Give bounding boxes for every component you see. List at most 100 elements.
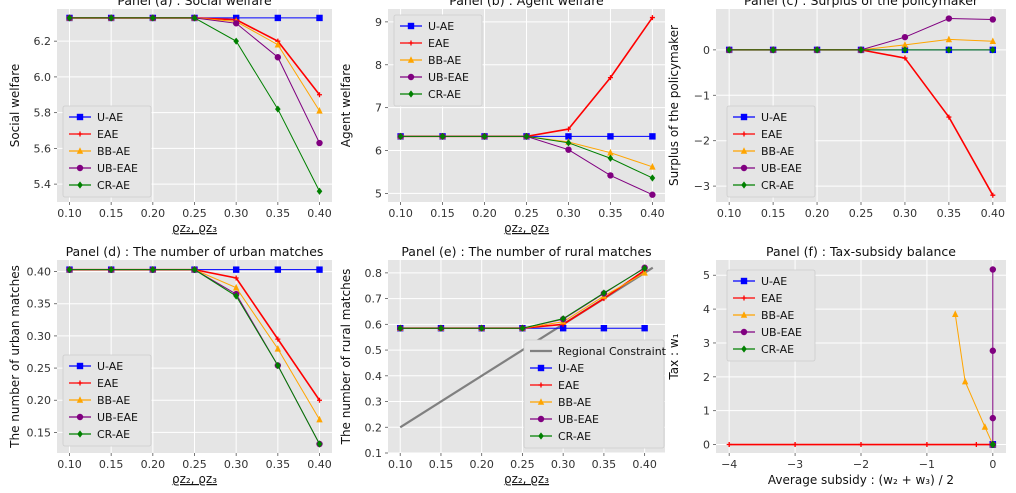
y-tick-label: 4	[703, 303, 710, 316]
legend-label: U-AE	[428, 20, 454, 33]
x-tick-label: 0.10	[388, 458, 413, 471]
y-tick-label: 0.4	[365, 370, 383, 383]
data-point-u-ae	[274, 14, 282, 22]
legend-box	[726, 269, 816, 362]
x-tick-label: 0	[989, 458, 996, 471]
legend-marker-ub-eae	[76, 413, 84, 421]
data-point-eae	[924, 442, 930, 448]
legend-label: EAE	[558, 379, 579, 392]
legend-label: BB-AE	[761, 309, 794, 322]
data-point-cr-ae	[641, 264, 648, 272]
legend-label: U-AE	[97, 360, 123, 373]
y-tick-label: 3	[703, 337, 710, 350]
legend-marker-ub-eae	[740, 328, 748, 336]
legend-marker-bb-ae	[76, 147, 84, 154]
x-tick-label: 0.20	[805, 207, 830, 220]
data-point-bb-ae	[901, 41, 909, 48]
legend: Regional Constraint U-AE EAE BB-AE UB-EAE CR-…	[523, 339, 667, 449]
data-point-ub-eae	[565, 146, 572, 153]
y-tick-label: 0.2	[365, 421, 383, 434]
y-tick-label: −3	[694, 180, 710, 193]
y-axis-label: Social welfare	[8, 64, 22, 148]
legend: U-AE EAE BB-AE UB-EAE CR-AE	[726, 105, 816, 198]
legend-label: BB-AE	[97, 394, 130, 407]
data-point-cr-ae	[191, 14, 198, 22]
legend-marker-cr-ae	[77, 430, 83, 438]
legend-label: CR-AE	[97, 179, 130, 192]
panel-6: −4 −3 −2 −1 0 0 1 2 3 4 5 Panel (f) : Tax-subsidy b…	[667, 244, 1006, 487]
data-point-cr-ae	[397, 324, 404, 332]
data-point-cr-ae	[481, 132, 488, 140]
x-tick-label: 0.10	[57, 458, 82, 471]
x-tick-label: 0.20	[141, 207, 166, 220]
legend-marker-cr-ae	[77, 181, 83, 189]
legend-label: Regional Constraint	[558, 345, 667, 358]
data-point-u-ae	[565, 133, 572, 140]
series-line-bb-ae	[954, 314, 994, 445]
data-point-u-ae	[649, 133, 656, 140]
x-tick-label: 0.20	[472, 207, 497, 220]
data-point-ub-eae	[989, 16, 997, 23]
series-group	[397, 15, 656, 198]
x-tick-label: 0.15	[429, 458, 454, 471]
legend-marker-bb-ae	[76, 396, 84, 403]
x-tick-label: 0.35	[598, 207, 623, 220]
data-point-eae	[902, 55, 908, 61]
legend-label: EAE	[428, 37, 449, 50]
data-point-eae	[990, 192, 996, 198]
x-tick-label: 0.15	[761, 207, 786, 220]
legend-marker-eae	[741, 295, 747, 301]
y-tick-label: −1	[694, 89, 710, 102]
x-tick-label: 0.30	[551, 458, 576, 471]
legend-label: UB-EAE	[558, 413, 599, 426]
data-point-ub-eae	[945, 15, 953, 22]
data-point-cr-ae	[191, 266, 198, 274]
data-point-eae	[317, 92, 322, 98]
data-point-cr-ae	[607, 154, 614, 162]
series-group	[397, 264, 654, 429]
data-point-cr-ae	[439, 132, 446, 140]
y-tick-label: −2	[694, 135, 710, 148]
data-point-eae	[607, 75, 613, 81]
data-point-cr-ae	[478, 324, 485, 332]
y-tick-label: 0.7	[365, 293, 383, 306]
y-tick-label: 0.20	[27, 394, 52, 407]
data-point-u-ae	[641, 324, 648, 332]
legend-label: UB-EAE	[761, 326, 802, 339]
legend-box	[726, 105, 816, 198]
data-point-cr-ae	[316, 187, 323, 195]
legend-label: UB-EAE	[428, 71, 469, 84]
y-tick-label: 0.3	[365, 396, 383, 409]
data-point-cr-ae	[902, 46, 908, 54]
legend-marker-eae	[408, 40, 414, 46]
legend-marker-eae	[538, 382, 544, 388]
data-point-ub-eae	[989, 414, 997, 422]
x-tick-label: 0.15	[430, 207, 455, 220]
x-tick-label: 0.10	[717, 207, 742, 220]
legend-marker-eae	[77, 380, 83, 386]
legend-label: EAE	[97, 377, 118, 390]
x-tick-label: 0.15	[99, 207, 124, 220]
y-tick-label: 5	[703, 269, 710, 282]
data-point-bb-ae	[981, 423, 989, 430]
data-point-bb-ae	[316, 415, 323, 423]
legend: U-AE EAE BB-AE UB-EAE CR-AE	[726, 269, 816, 362]
x-tick-label: 0.30	[224, 458, 249, 471]
legend-marker-ub-eae	[407, 73, 415, 81]
panel-2: 0.10 0.15 0.20 0.25 0.30 0.35 0.40 5 6 7 8 9 Panel (…	[339, 0, 665, 235]
x-tick-label: 0.10	[388, 207, 413, 220]
legend-marker-bb-ae	[740, 147, 748, 154]
legend-marker-u-ae	[76, 113, 84, 121]
data-point-cr-ae	[990, 46, 996, 54]
y-tick-label: 6	[375, 145, 382, 158]
legend-label: BB-AE	[761, 145, 794, 158]
legend-label: UB-EAE	[97, 411, 138, 424]
data-point-cr-ae	[649, 174, 656, 182]
x-tick-label: 0.40	[981, 207, 1006, 220]
legend-box	[393, 14, 483, 107]
y-tick-label: 0.1	[365, 447, 383, 460]
x-tick-label: 0.25	[849, 207, 874, 220]
panel-1: 0.10 0.15 0.20 0.25 0.30 0.35 0.40 5.4 5.6 5.8 6.0…	[8, 0, 332, 235]
data-point-bb-ae	[274, 344, 282, 352]
